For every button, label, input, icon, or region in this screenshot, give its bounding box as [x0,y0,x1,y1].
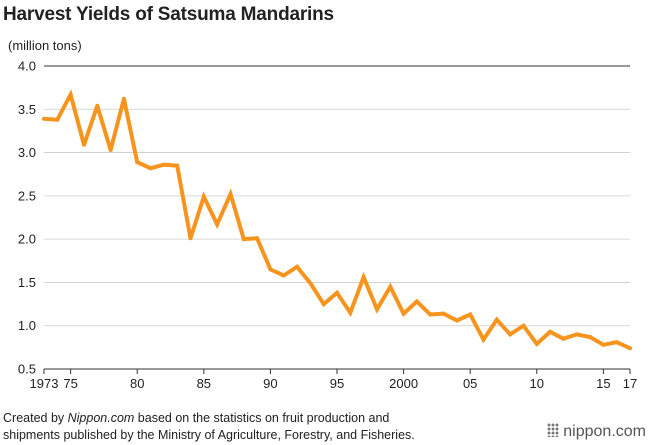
data-point [614,340,619,345]
x-tick-label: 17 [623,376,637,391]
y-axis-ticks: 0.5 1.0 1.5 2.0 2.5 3.0 3.5 4.0 [18,59,36,377]
data-point [295,264,299,269]
source-footer: Created by Nippon.com based on the stati… [3,410,415,444]
data-point [561,336,566,341]
brand-logo: nippon.com [547,423,646,441]
data-point [268,267,273,272]
dots-icon [547,423,560,437]
data-point [228,192,233,197]
data-point [188,236,193,241]
data-point [42,116,46,121]
data-point [388,284,393,289]
data-point [481,337,486,342]
gridlines [44,65,630,370]
data-point [241,237,246,242]
brand-text: nippon.com [563,423,646,440]
series-line [43,89,631,351]
y-tick-label: 3.5 [18,102,36,117]
data-point [255,236,260,241]
data-point [108,148,113,152]
data-point [161,162,166,167]
x-tick-label: 85 [197,376,211,391]
footer-source: Nippon.com [67,411,135,425]
y-axis-unit-label: (million tons) [8,38,82,53]
x-tick-label: 95 [330,376,344,391]
data-point [428,312,433,317]
x-tick-label: 15 [596,376,610,391]
y-tick-label: 1.0 [18,318,36,333]
data-point [68,92,73,97]
data-point [361,275,366,280]
data-point [348,310,353,315]
x-tick-label: 80 [130,376,144,391]
line-chart: 0.5 1.0 1.5 2.0 2.5 3.0 3.5 4.0 1973 75 80 85 90 95 2… [18,59,637,392]
data-point [401,311,406,316]
data-point [82,142,86,147]
footer-line-1: Created by Nippon.com based on the stati… [3,410,415,427]
data-point [281,273,286,278]
data-point [308,281,313,286]
data-point [201,194,206,199]
data-point [521,323,526,328]
x-tick-label: 90 [263,376,277,391]
data-point [468,312,473,317]
data-point [508,332,513,337]
data-point [588,335,592,339]
data-point [534,341,539,346]
footer-line-2: shipments published by the Ministry of A… [3,428,415,442]
data-point [215,222,220,227]
data-point [335,290,339,295]
x-tick-label: 2000 [389,376,418,391]
y-tick-label: 2.5 [18,188,36,203]
data-point [628,346,632,351]
footer-prefix: Created by [3,411,68,425]
data-point [441,311,446,316]
data-point [95,103,100,108]
y-tick-label: 4.0 [18,59,36,74]
data-point [135,160,140,165]
y-tick-label: 1.5 [18,275,36,290]
data-point [321,302,326,307]
data-point [454,318,459,323]
data-point [574,332,579,337]
y-tick-label: 3.0 [18,145,36,160]
chart-title: Harvest Yields of Satsuma Mandarins [3,4,334,25]
data-point [175,163,180,168]
data-point [601,342,606,347]
x-tick-label: 75 [63,376,77,391]
y-tick-label: 2.0 [18,232,36,247]
data-point [375,307,379,312]
data-point [55,117,60,122]
data-point [148,166,153,171]
y-tick-label: 0.5 [18,362,36,377]
x-tick-label: 1973 [30,376,59,391]
series-layer [42,89,632,351]
x-tick-label: 05 [463,376,477,391]
data-point [121,96,126,101]
data-point [548,329,553,334]
x-tick-label: 10 [530,376,544,391]
footer-line-1-rest: based on the statistics on fruit product… [134,411,390,425]
data-point [494,317,499,322]
x-axis-ticks: 1973 75 80 85 90 95 2000 05 10 15 17 [30,369,637,391]
data-point [414,299,419,304]
